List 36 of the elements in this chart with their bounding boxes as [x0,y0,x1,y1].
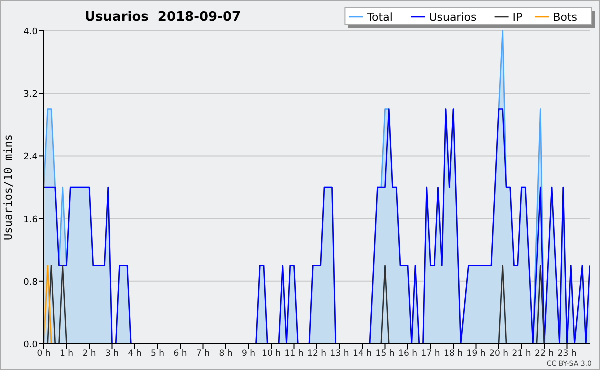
y-tick-label: 4.0 [24,28,38,38]
x-tick-label: 14 h [353,349,372,359]
y-tick-label: 0.8 [24,278,38,288]
x-tick-label: 19 h [466,349,486,359]
x-tick-label: 12 h [308,349,326,359]
x-tick-label: 6 h [174,349,188,359]
x-tick-label: 4 h [128,349,142,359]
x-tick-label: 5 h [151,349,164,359]
legend-label: IP [512,11,524,24]
y-tick-label: 2.4 [24,152,38,163]
x-tick-label: 2 h [82,349,96,359]
y-tick-label: 3.2 [24,90,38,100]
y-tick-label: 0.0 [24,340,38,350]
legend-label: Bots [553,11,578,24]
x-tick-label: 0 h [37,349,51,359]
y-tick-label: 1.6 [24,215,38,226]
x-tick-label: 20 h [490,349,508,359]
x-tick-label: 1 h [60,349,74,359]
x-tick-label: 3 h [106,349,119,359]
x-tick-label: 11 h [284,349,304,359]
x-tick-label: 10 h [262,349,281,359]
legend-label: Usuarios [429,11,478,24]
x-tick-label: 7 h [196,349,210,359]
x-tick-label: 13 h [330,349,350,359]
x-tick-label: 23 h [558,349,577,359]
x-tick-label: 8 h [219,349,233,359]
x-tick-label: 18 h [444,349,463,359]
chart-title: Usuarios 2018-09-07 [85,10,242,25]
legend-label: Total [366,11,393,24]
x-tick-label: 16 h [398,349,418,359]
x-tick-label: 22 h [535,349,554,359]
x-tick-label: 9 h [242,349,256,359]
x-tick-label: 21 h [512,349,532,359]
y-axis-title: Usuarios/10 mins [2,134,15,240]
x-tick-label: 17 h [421,349,440,359]
x-tick-label: 15 h [376,349,395,359]
